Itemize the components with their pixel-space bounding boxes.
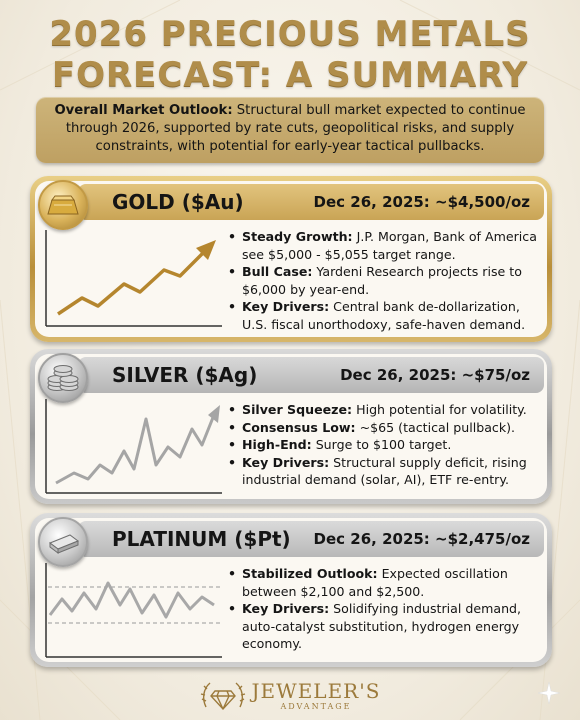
silver-price: Dec 26, 2025: ~$75/oz [340,366,530,384]
platinum-price: Dec 26, 2025: ~$2,475/oz [313,530,530,548]
list-item: Steady Growth: J.P. Morgan, Bank of Amer… [228,228,542,263]
logo-main-text: JEWELER'S [251,679,381,703]
list-item: Stabilized Outlook: Expected oscillation… [228,565,542,600]
logo-sub-text: ADVANTAGE [280,702,352,711]
platinum-name: PLATINUM ($Pt) [112,527,291,551]
gold-price: Dec 26, 2025: ~$4,500/oz [313,193,530,211]
silver-name: SILVER ($Ag) [112,363,258,387]
list-item: Consensus Low: ~$65 (tactical pullback). [228,419,542,437]
market-outlook-box: Overall Market Outlook: Structural bull … [36,97,544,163]
platinum-oscillation-chart [45,563,222,658]
list-item: Bull Case: Yardeni Research projects ris… [228,263,542,298]
gold-header: GOLD ($Au) Dec 26, 2025: ~$4,500/oz [78,184,544,220]
brand-logo: JEWELER'S ADVANTAGE [0,676,580,716]
list-item: Key Drivers: Structural supply deficit, … [228,454,542,489]
silver-volatility-chart [45,399,222,494]
gold-bullet-list: Steady Growth: J.P. Morgan, Bank of Amer… [228,228,542,333]
silver-header: SILVER ($Ag) Dec 26, 2025: ~$75/oz [78,357,544,393]
silver-card: SILVER ($Ag) Dec 26, 2025: ~$75/oz [30,349,552,504]
gold-name: GOLD ($Au) [112,190,244,214]
list-item: High-End: Surge to $100 target. [228,436,542,454]
gold-trend-chart [45,230,222,327]
gold-card: GOLD ($Au) Dec 26, 2025: ~$4,500/oz Stea… [30,176,552,342]
logo-wordmark: JEWELER'S ADVANTAGE [252,680,381,712]
title-line-2: FORECAST: A SUMMARY [51,55,529,95]
list-item: Key Drivers: Central bank de-dollarizati… [228,298,542,333]
page-title: 2026 PRECIOUS METALS FORECAST: A SUMMARY [0,14,580,96]
platinum-bullet-list: Stabilized Outlook: Expected oscillation… [228,565,542,653]
coin-stack-icon [38,353,88,403]
outlook-label: Overall Market Outlook: [54,103,233,118]
silver-bullet-list: Silver Squeeze: High potential for volat… [228,401,542,489]
diamond-laurel-icon [200,682,245,711]
outlook-text: Structural bull market expected to conti… [65,103,526,154]
platinum-header: PLATINUM ($Pt) Dec 26, 2025: ~$2,475/oz [78,521,544,557]
sparkle-icon [538,682,560,704]
title-line-1: 2026 PRECIOUS METALS [49,14,531,54]
gold-bar-icon [38,180,88,230]
list-item: Silver Squeeze: High potential for volat… [228,401,542,419]
platinum-bar-icon [38,517,88,567]
platinum-card: PLATINUM ($Pt) Dec 26, 2025: ~$2,475/oz … [30,513,552,667]
list-item: Key Drivers: Solidifying industrial dema… [228,600,542,653]
